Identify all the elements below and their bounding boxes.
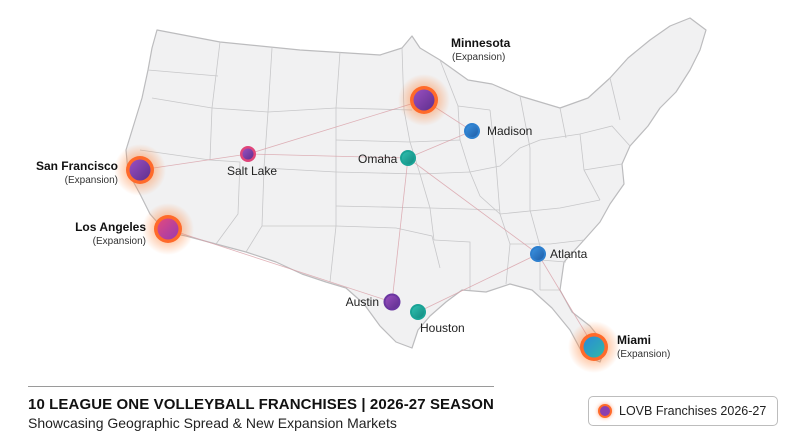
atlanta-marker[interactable] <box>530 246 546 262</box>
omaha-marker[interactable] <box>400 150 416 166</box>
atlanta-label: Atlanta <box>550 247 588 261</box>
salt-lake-marker[interactable] <box>240 146 256 162</box>
madison-label: Madison <box>487 124 532 138</box>
san-francisco-marker[interactable] <box>126 156 154 184</box>
legend-label: LOVB Franchises 2026-27 <box>619 404 767 418</box>
houston-label: Houston <box>420 321 465 335</box>
los-angeles-marker[interactable] <box>154 215 182 243</box>
minnesota-label: Minnesota <box>451 36 511 50</box>
legend: LOVB Franchises 2026-27 <box>588 396 778 426</box>
madison-marker[interactable] <box>464 123 480 139</box>
salt-lake-label: Salt Lake <box>227 164 277 178</box>
san-francisco-sublabel: (Expansion) <box>65 175 118 186</box>
austin-marker[interactable] <box>383 293 401 311</box>
omaha-label: Omaha <box>358 152 398 166</box>
miami-sublabel: (Expansion) <box>617 349 670 360</box>
miami-marker[interactable] <box>580 333 608 361</box>
los-angeles-label: Los Angeles <box>75 220 146 234</box>
footer-divider <box>28 386 494 387</box>
austin-label: Austin <box>346 295 379 309</box>
legend-marker-icon <box>598 404 612 418</box>
minnesota-sublabel: (Expansion) <box>452 52 505 63</box>
san-francisco-label: San Francisco <box>36 159 118 173</box>
minnesota-marker[interactable] <box>410 86 438 114</box>
los-angeles-sublabel: (Expansion) <box>93 236 146 247</box>
page-title: 10 LEAGUE ONE VOLLEYBALL FRANCHISES | 20… <box>28 396 494 413</box>
houston-marker[interactable] <box>410 304 426 320</box>
page-subtitle: Showcasing Geographic Spread & New Expan… <box>28 415 397 431</box>
miami-label: Miami <box>617 333 651 347</box>
